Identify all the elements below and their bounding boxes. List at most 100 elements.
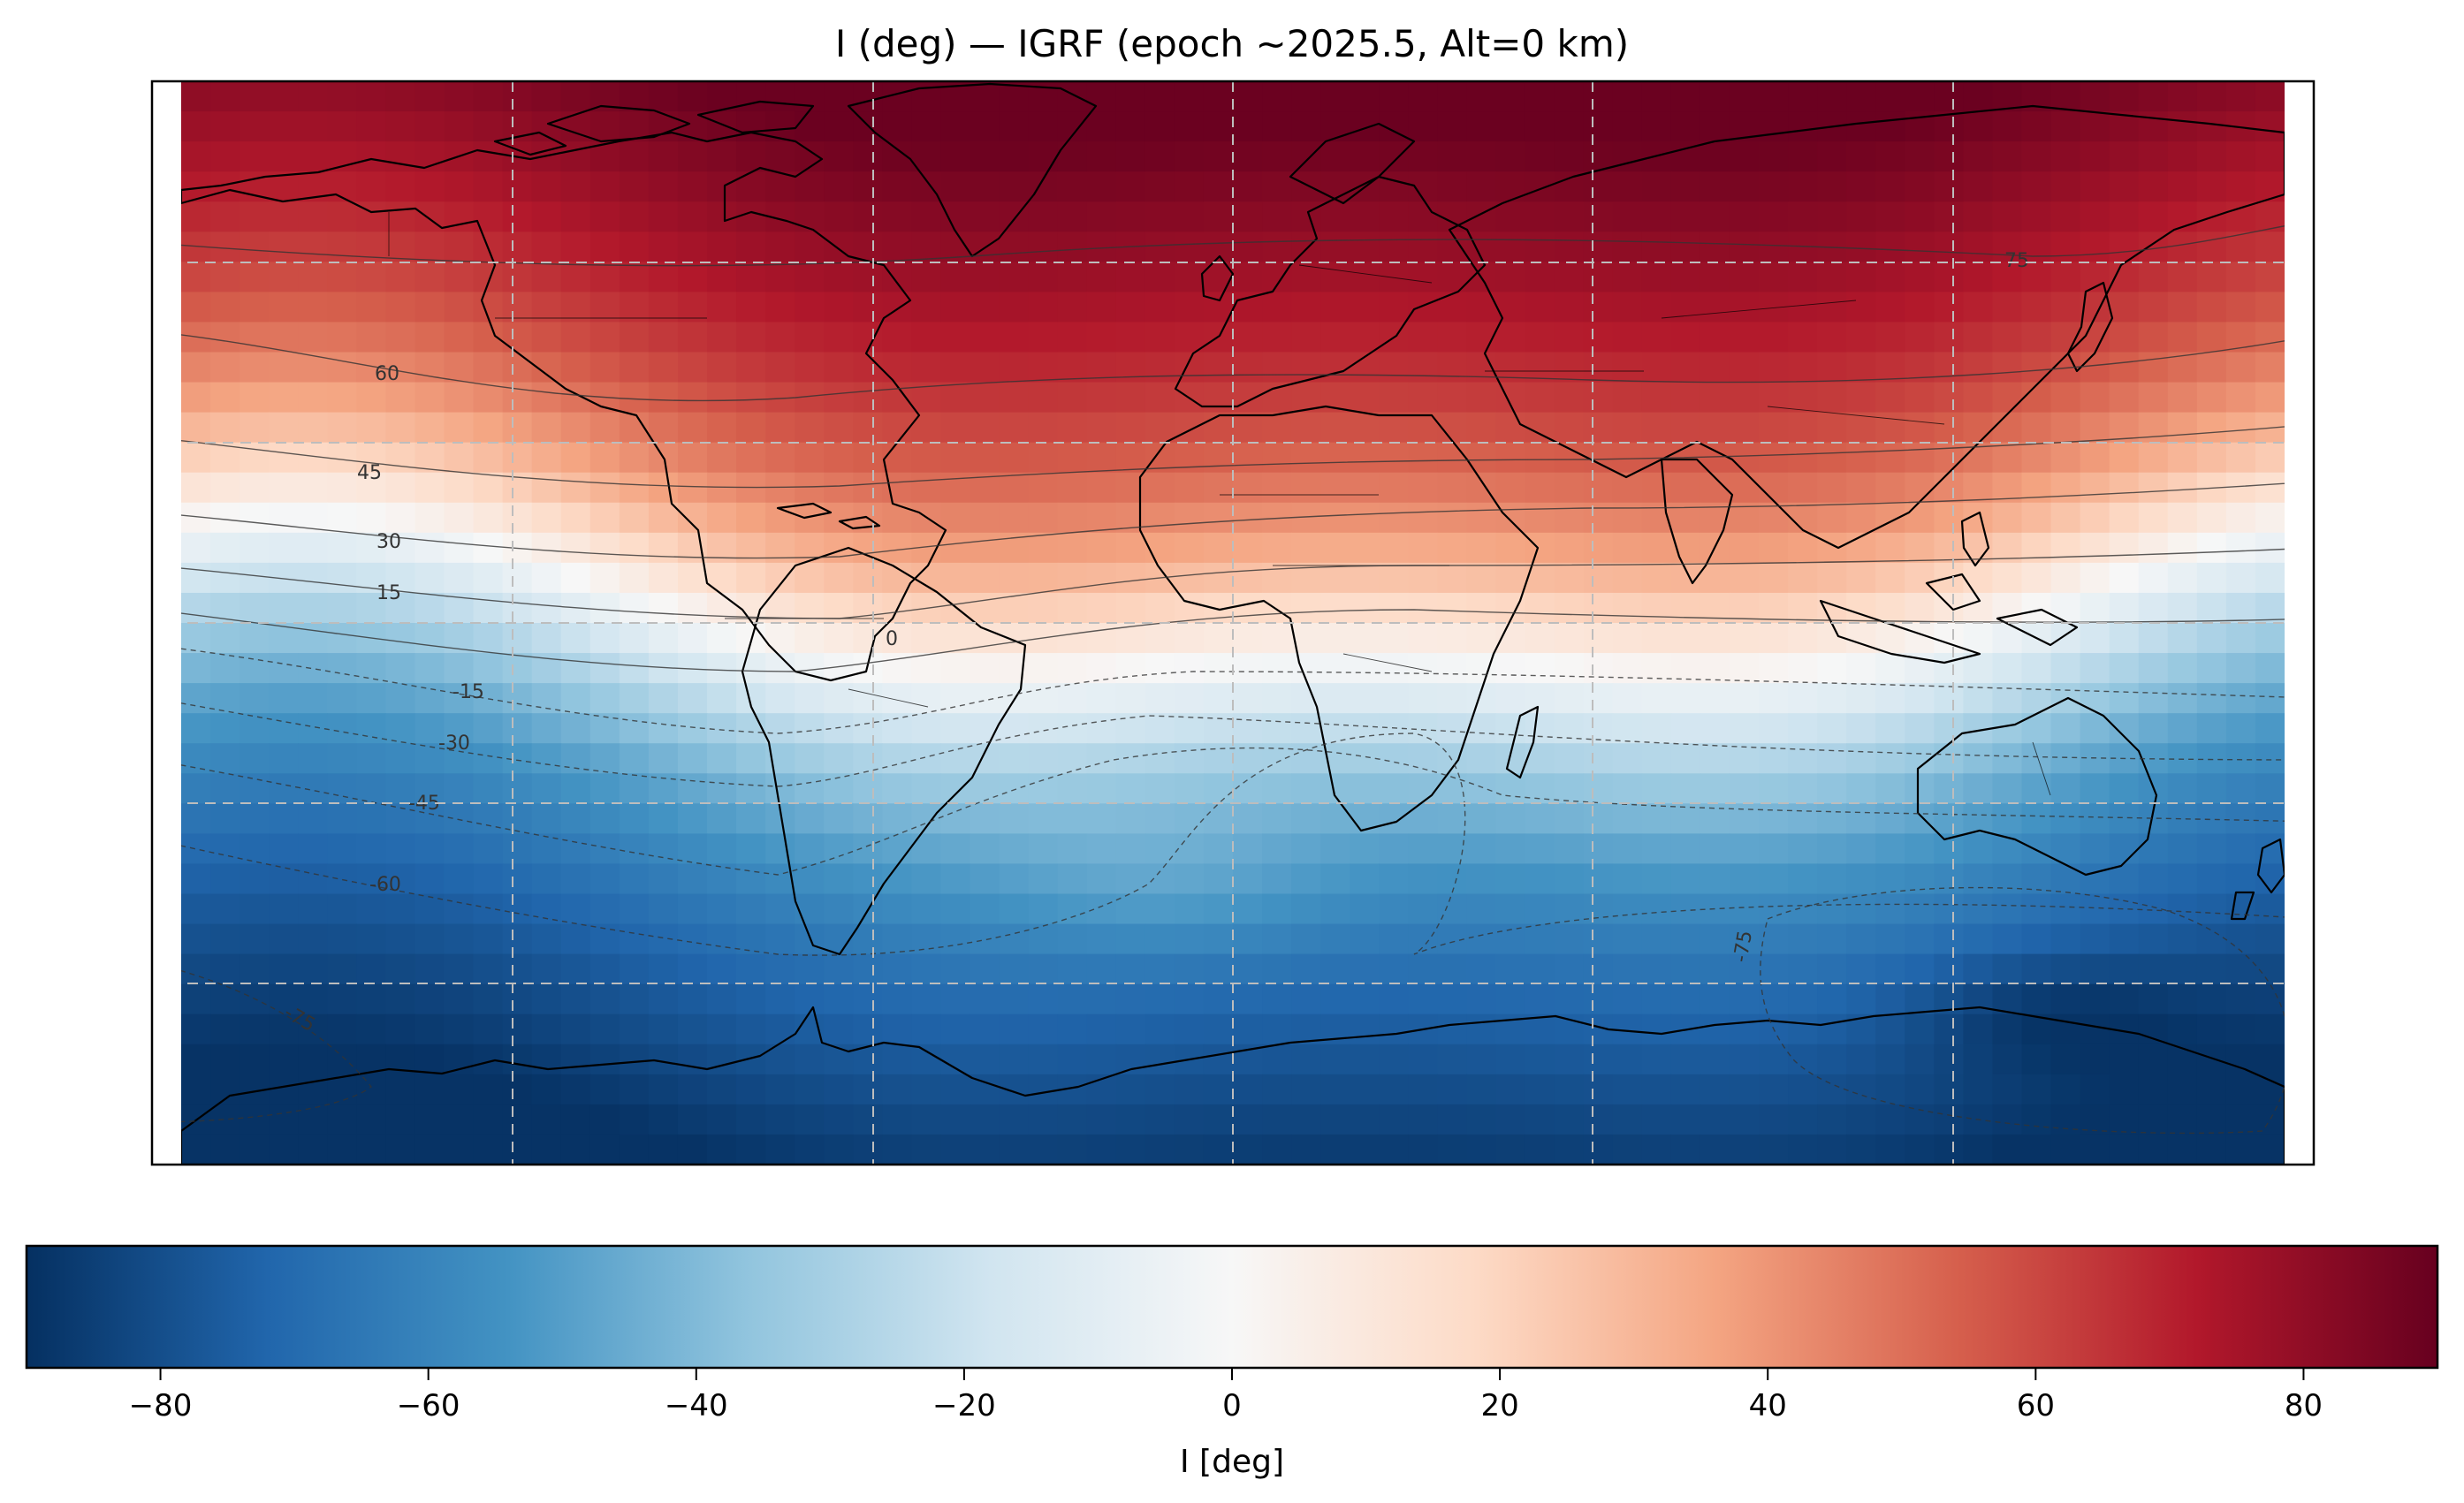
raster-cell bbox=[1466, 502, 1497, 534]
raster-cell bbox=[531, 442, 562, 474]
raster-cell bbox=[1379, 382, 1409, 414]
raster-cell bbox=[853, 713, 883, 744]
raster-cell bbox=[1174, 743, 1205, 774]
raster-cell bbox=[414, 472, 445, 504]
raster-cell bbox=[1350, 592, 1380, 624]
raster-cell bbox=[2196, 863, 2227, 895]
raster-cell bbox=[444, 863, 475, 895]
contour-label-neg60: -60 bbox=[369, 874, 401, 896]
raster-cell bbox=[677, 833, 708, 865]
raster-cell bbox=[1233, 502, 1263, 534]
raster-cell bbox=[1817, 502, 1847, 534]
raster-cell bbox=[736, 232, 766, 262]
raster-cell bbox=[970, 803, 1000, 834]
raster-cell bbox=[1817, 923, 1847, 955]
raster-cell bbox=[1759, 893, 1789, 925]
raster-cell bbox=[1233, 472, 1263, 504]
raster-cell bbox=[1408, 382, 1438, 414]
raster-cell bbox=[1028, 201, 1059, 232]
raster-cell bbox=[1700, 262, 1730, 292]
raster-cell bbox=[853, 472, 883, 504]
raster-cell bbox=[736, 111, 766, 142]
raster-cell bbox=[1525, 472, 1555, 504]
raster-cell bbox=[181, 1044, 211, 1075]
raster-cell bbox=[1145, 893, 1175, 925]
raster-cell bbox=[1759, 412, 1789, 444]
raster-cell bbox=[1145, 592, 1175, 624]
raster-cell bbox=[1379, 623, 1409, 654]
raster-cell bbox=[1379, 352, 1409, 383]
raster-cell bbox=[240, 111, 270, 142]
raster-cell bbox=[1759, 803, 1789, 834]
raster-cell bbox=[531, 683, 562, 714]
raster-cell bbox=[824, 382, 854, 414]
raster-cell bbox=[882, 201, 912, 232]
raster-cell bbox=[1174, 232, 1205, 262]
raster-cell bbox=[181, 713, 211, 744]
raster-cell bbox=[414, 713, 445, 744]
raster-cell bbox=[970, 623, 1000, 654]
raster-cell bbox=[269, 292, 299, 323]
raster-cell bbox=[707, 322, 737, 353]
raster-cell bbox=[824, 1044, 854, 1075]
raster-cell bbox=[765, 623, 795, 654]
raster-cell bbox=[2050, 141, 2081, 172]
raster-cell bbox=[911, 201, 942, 232]
raster-cell bbox=[298, 532, 328, 564]
raster-cell bbox=[589, 1134, 620, 1165]
raster-cell bbox=[327, 1013, 357, 1045]
raster-cell bbox=[1729, 141, 1760, 172]
raster-cell bbox=[1028, 562, 1059, 594]
raster-cell bbox=[707, 1134, 737, 1165]
raster-cell bbox=[2021, 1134, 2052, 1165]
raster-cell bbox=[385, 653, 416, 684]
raster-cell bbox=[2225, 592, 2256, 624]
raster-cell bbox=[473, 1104, 504, 1135]
raster-cell bbox=[2196, 502, 2227, 534]
raster-cell bbox=[444, 472, 475, 504]
raster-cell bbox=[1554, 141, 1585, 172]
raster-cell bbox=[1788, 713, 1818, 744]
raster-cell bbox=[1817, 532, 1847, 564]
raster-cell bbox=[473, 833, 504, 865]
raster-cell bbox=[473, 502, 504, 534]
raster-cell bbox=[2225, 833, 2256, 865]
raster-cell bbox=[1583, 923, 1614, 955]
raster-cell bbox=[1203, 893, 1234, 925]
raster-cell bbox=[327, 623, 357, 654]
raster-cell bbox=[2167, 683, 2198, 714]
raster-cell bbox=[414, 502, 445, 534]
raster-cell bbox=[327, 743, 357, 774]
raster-cell bbox=[1934, 352, 1964, 383]
raster-cell bbox=[1641, 171, 1672, 202]
raster-cell bbox=[999, 863, 1030, 895]
raster-cell bbox=[327, 683, 357, 714]
raster-cell bbox=[1525, 412, 1555, 444]
raster-cell bbox=[911, 292, 942, 323]
raster-cell bbox=[1408, 322, 1438, 353]
raster-cell bbox=[999, 322, 1030, 353]
raster-cell bbox=[298, 713, 328, 744]
raster-cell bbox=[1028, 232, 1059, 262]
raster-cell bbox=[1057, 502, 1088, 534]
raster-cell bbox=[1729, 472, 1760, 504]
raster-cell bbox=[1846, 201, 1876, 232]
raster-cell bbox=[1612, 232, 1643, 262]
raster-cell bbox=[1495, 232, 1526, 262]
raster-cell bbox=[1992, 412, 2023, 444]
raster-cell bbox=[1963, 232, 1994, 262]
raster-cell bbox=[1963, 1013, 1994, 1045]
raster-cell bbox=[824, 472, 854, 504]
raster-cell bbox=[970, 201, 1000, 232]
raster-cell bbox=[1203, 923, 1234, 955]
raster-cell bbox=[2196, 232, 2227, 262]
raster-cell bbox=[2255, 773, 2285, 804]
raster-cell bbox=[2109, 683, 2140, 714]
raster-cell bbox=[385, 442, 416, 474]
raster-cell bbox=[2167, 412, 2198, 444]
raster-cell bbox=[648, 352, 679, 383]
raster-cell bbox=[882, 1044, 912, 1075]
raster-cell bbox=[1992, 803, 2023, 834]
raster-cell bbox=[2196, 743, 2227, 774]
raster-cell bbox=[1788, 111, 1818, 142]
